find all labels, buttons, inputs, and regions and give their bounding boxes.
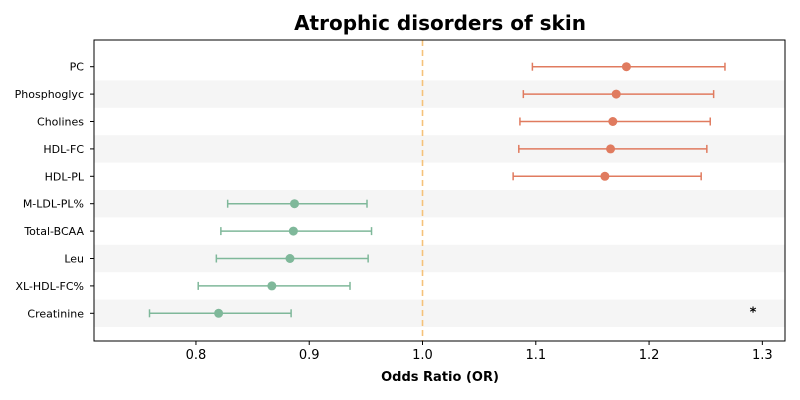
plot-frame <box>93 39 786 342</box>
or-point <box>600 171 610 181</box>
or-point <box>290 199 300 209</box>
row-band <box>94 244 785 273</box>
row-label: M-LDL-PL% <box>23 198 84 211</box>
or-point <box>267 281 277 291</box>
or-point <box>608 117 618 126</box>
x-tick-label: 1.1 <box>525 348 546 363</box>
row-label: HDL-PL <box>45 170 85 183</box>
or-point <box>214 308 224 318</box>
significance-annotation: * <box>750 305 757 320</box>
x-tick-label: 0.9 <box>299 348 320 363</box>
chart-title: Atrophic disorders of skin <box>294 11 586 35</box>
x-tick-label: 1.3 <box>752 348 773 363</box>
row-band <box>94 190 785 218</box>
x-axis-label: Odds Ratio (OR) <box>381 370 499 385</box>
or-point <box>611 89 621 99</box>
or-point <box>288 226 298 236</box>
or-point <box>621 62 631 72</box>
x-tick-label: 0.8 <box>186 348 207 363</box>
row-label: PC <box>70 61 85 74</box>
data-points: * <box>148 62 757 320</box>
row-label: Phosphoglyc <box>15 88 84 101</box>
x-tick-label: 1.0 <box>412 348 433 363</box>
row-label: Total-BCAA <box>23 225 84 238</box>
row-label: Leu <box>64 253 84 266</box>
or-point <box>606 144 616 154</box>
row-label: HDL-FC <box>43 143 84 156</box>
y-axis-labels: PC Phosphoglyc Cholines HDL-FC HDL-PL M-LDL-P… <box>15 61 94 320</box>
row-bands <box>94 80 785 327</box>
x-tick-label: 1.2 <box>639 348 660 363</box>
or-point <box>285 254 295 263</box>
row-label: XL-HDL-FC% <box>15 280 84 293</box>
row-label: Cholines <box>37 116 84 129</box>
x-axis: 0.8 0.9 1.0 1.1 1.2 1.3 <box>186 341 773 363</box>
row-label: Creatinine <box>27 307 84 320</box>
